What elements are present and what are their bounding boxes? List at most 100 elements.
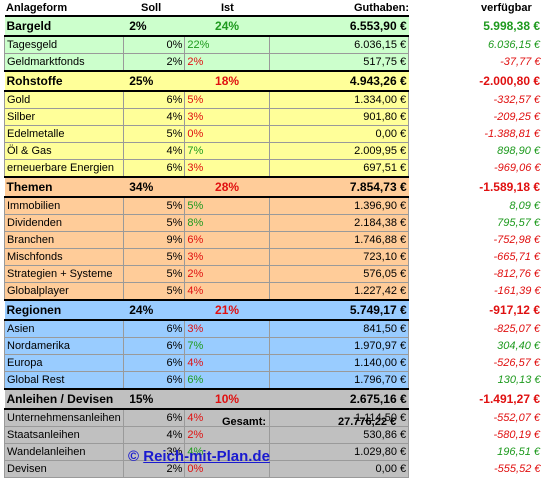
item-ist: 4% [184, 354, 270, 372]
group-ist: 10% [184, 388, 270, 410]
item-ist: 3% [184, 248, 270, 266]
item-name: Devisen [4, 460, 124, 478]
header-verfuegbar: verfügbar [481, 2, 532, 14]
group-name: Rohstoffe [4, 70, 124, 92]
item-verfuegbar: -752,98 € [408, 231, 543, 249]
item-name: Global Rest [4, 371, 124, 390]
group-verfuegbar: 5.998,38 € [408, 16, 543, 36]
item-guthaben: 6.036,15 € [268, 35, 410, 54]
group-ist: 24% [184, 15, 270, 37]
table-row: Gold 6% 5% 1.334,00 € -332,57 € [4, 90, 543, 109]
table-row: erneuerbare Energien 6% 3% 697,51 € -969,06 … [4, 159, 543, 178]
website-link[interactable]: Reich-mit-Plan.de [143, 448, 270, 465]
group-row: Bargeld 2% 24% 6.553,90 €5.998,38 € [4, 15, 543, 37]
item-verfuegbar: -209,25 € [408, 108, 543, 126]
group-name: Themen [4, 176, 124, 198]
item-guthaben: 1.746,88 € [268, 231, 410, 249]
group-ist: 28% [184, 176, 270, 198]
item-name: Tagesgeld [4, 35, 124, 54]
item-name: Nordamerika [4, 337, 124, 355]
item-verfuegbar: -969,06 € [408, 159, 543, 177]
item-guthaben: 1.970,97 € [268, 337, 410, 355]
header-ist: Ist [221, 2, 234, 14]
item-guthaben: 2.184,38 € [268, 214, 410, 232]
table-row: Globalplayer 5% 4% 1.227,42 € -161,39 € [4, 282, 543, 301]
group-guthaben: 5.749,17 € [269, 299, 409, 321]
item-soll: 6% [122, 371, 186, 390]
item-ist: 5% [184, 196, 270, 215]
group-ist: 21% [184, 299, 270, 321]
group-row: Rohstoffe 25% 18% 4.943,26 € -2.000,80 € [4, 70, 543, 92]
item-soll: 6% [122, 408, 186, 427]
item-ist: 5% [184, 90, 270, 109]
item-soll: 9% [122, 231, 186, 249]
item-ist: 2% [184, 265, 270, 283]
item-ist: 7% [184, 142, 270, 160]
item-soll: 5% [122, 265, 186, 283]
table-row: Devisen 2% 0% 0,00 € -555,52 € [4, 460, 543, 478]
item-ist: 6% [184, 231, 270, 249]
item-soll: 6% [122, 354, 186, 372]
item-name: Immobilien [4, 196, 124, 215]
item-ist: 8% [184, 214, 270, 232]
portfolio-table: Bargeld 2% 24% 6.553,90 €5.998,38 € Tagesgel… [4, 15, 543, 478]
item-ist: 3% [184, 108, 270, 126]
group-name: Anleihen / Devisen [4, 388, 124, 410]
item-ist: 7% [184, 337, 270, 355]
copyright-symbol: © [128, 448, 140, 465]
group-row: Regionen 24% 21% 5.749,17 € -917,12 € [4, 299, 543, 321]
item-soll: 5% [122, 196, 186, 215]
group-guthaben: 2.675,16 € [269, 388, 409, 410]
group-soll: 25% [123, 70, 185, 92]
item-name: Silber [4, 108, 124, 126]
item-verfuegbar: 196,51 € [408, 443, 543, 461]
group-verfuegbar: -917,12 € [408, 300, 543, 320]
item-name: Unternehmensanleihen [4, 408, 124, 427]
table-row: Nordamerika 6% 7% 1.970,97 €304,40 € [4, 337, 543, 355]
item-guthaben: 576,05 € [268, 265, 410, 283]
item-verfuegbar: -37,77 € [408, 53, 543, 71]
item-name: Öl & Gas [4, 142, 124, 160]
item-verfuegbar: 8,09 € [408, 197, 543, 215]
group-guthaben: 7.854,73 € [269, 176, 409, 198]
table-row: Branchen 9% 6% 1.746,88 € -752,98 € [4, 231, 543, 249]
item-guthaben: 1.114,50 € [268, 408, 410, 427]
item-name: Globalplayer [4, 282, 124, 301]
group-row: Anleihen / Devisen 15% 10% 2.675,16 € -1.491… [4, 388, 543, 410]
group-name: Regionen [4, 299, 124, 321]
table-row: Wandelanleihen 3% 4% 1.029,80 €196,51 € [4, 443, 543, 461]
item-guthaben: 0,00 € [268, 125, 410, 143]
table-row: Immobilien 5% 5% 1.396,90 €8,09 € [4, 196, 543, 215]
item-verfuegbar: -552,07 € [408, 409, 543, 427]
table-row: Global Rest 6% 6% 1.796,70 €130,13 € [4, 371, 543, 390]
item-name: Dividenden [4, 214, 124, 232]
table-row: Asien 6% 3% 841,50 € -825,07 € [4, 319, 543, 338]
item-soll: 4% [122, 426, 186, 444]
group-verfuegbar: -1.589,18 € [408, 177, 543, 197]
group-soll: 15% [123, 388, 185, 410]
item-name: Wandelanleihen [4, 443, 124, 461]
item-guthaben: 517,75 € [268, 53, 410, 72]
item-soll: 2% [122, 53, 186, 72]
item-ist: 2% [184, 53, 270, 72]
table-row: Silber 4% 3% 901,80 € -209,25 € [4, 108, 543, 126]
item-soll: 6% [122, 90, 186, 109]
table-row: Unternehmensanleihen 6% 4% 1.114,50 € -552,0… [4, 408, 543, 427]
table-row: Europa 6% 4% 1.140,00 € -526,57 € [4, 354, 543, 372]
item-verfuegbar: -812,76 € [408, 265, 543, 283]
item-guthaben: 2.009,95 € [268, 142, 410, 160]
footer-credit: © Reich-mit-Plan.de [128, 448, 270, 465]
table-row: Öl & Gas 4% 7% 2.009,95 €898,90 € [4, 142, 543, 160]
item-ist: 4% [184, 282, 270, 301]
item-guthaben: 1.029,80 € [268, 443, 410, 461]
item-guthaben: 1.796,70 € [268, 371, 410, 390]
table-row: Mischfonds 5% 3% 723,10 € -665,71 € [4, 248, 543, 266]
item-verfuegbar: -555,52 € [408, 460, 543, 478]
total-label: Gesamt: [222, 416, 267, 428]
item-soll: 6% [122, 337, 186, 355]
item-name: Asien [4, 319, 124, 338]
table-row: Geldmarktfonds 2% 2% 517,75 € -37,77 € [4, 53, 543, 72]
item-name: Staatsanleihen [4, 426, 124, 444]
total-value: 27.776,22 € [338, 416, 397, 428]
item-guthaben: 530,86 € [268, 426, 410, 444]
